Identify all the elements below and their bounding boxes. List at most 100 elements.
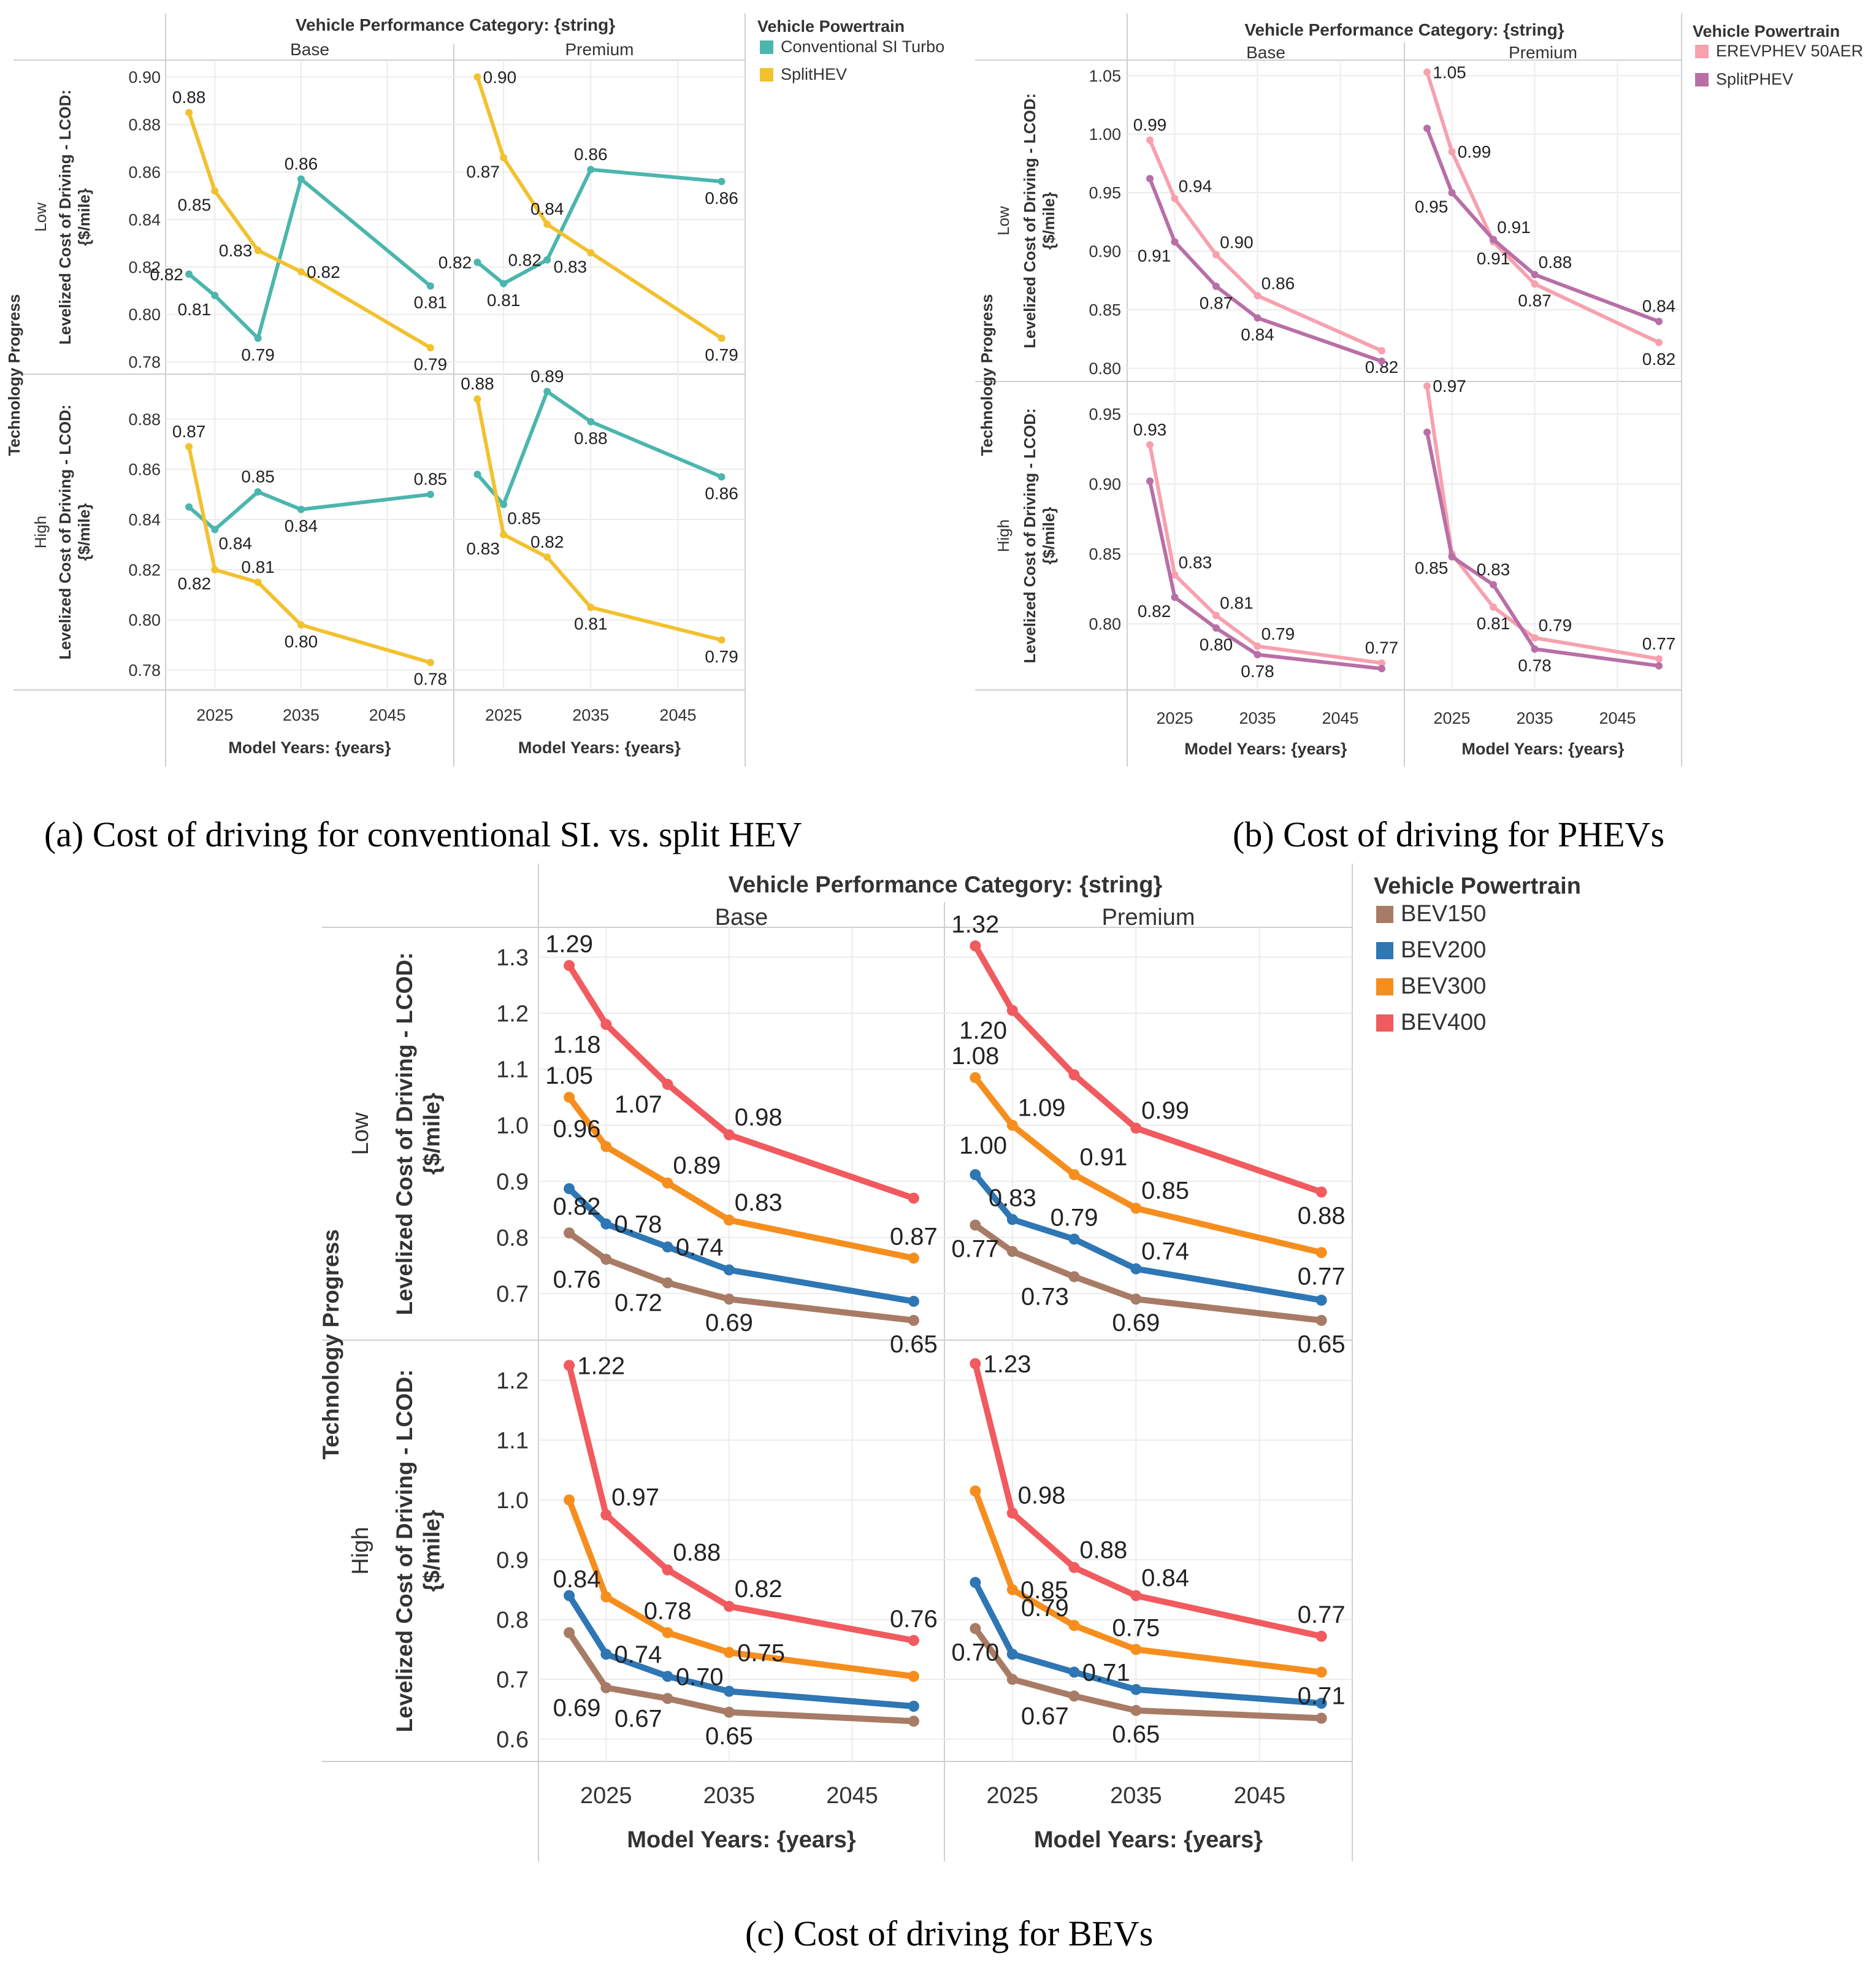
column-name-base: Base <box>715 905 768 930</box>
data-point-bev300 <box>1068 1169 1080 1181</box>
data-label: 0.85 <box>414 470 448 489</box>
data-label: 0.79 <box>705 647 738 666</box>
data-label: 0.91 <box>1497 218 1531 237</box>
data-point-bev200 <box>600 1649 612 1660</box>
y-axis-title: Levelized Cost of Driving - LCOD:{$/mile… <box>56 90 93 345</box>
data-point-splithev <box>718 636 726 644</box>
data-point-splithev <box>587 604 595 611</box>
legend-item: Conventional SI Turbo <box>781 37 944 56</box>
data-point-erevphev-50aer <box>1490 603 1497 611</box>
data-point-conventional-si-turbo <box>297 505 305 513</box>
data-point-bev200 <box>662 1241 673 1253</box>
y-tick-label: 0.80 <box>1089 615 1121 634</box>
data-label: 0.88 <box>172 88 206 107</box>
x-tick-label: 2045 <box>1234 1783 1286 1809</box>
data-label: 0.82 <box>530 532 564 551</box>
data-point-bev150 <box>908 1314 919 1326</box>
column-name-premium: Premium <box>1101 905 1195 930</box>
legend-swatch <box>760 68 773 82</box>
data-label: 0.70 <box>676 1663 724 1690</box>
data-point-splitphev <box>1655 662 1663 670</box>
data-point-erevphev-50aer <box>1146 441 1154 449</box>
y-tick-label: 0.6 <box>496 1727 529 1753</box>
y-tick-label: 1.00 <box>1089 125 1121 144</box>
legend: Vehicle Powertrain EREVPHEV 50AER SplitPHE… <box>1693 22 1863 88</box>
column-name-premium: Premium <box>565 40 634 59</box>
data-label: 0.87 <box>1200 293 1233 312</box>
data-point-bev150 <box>970 1623 981 1634</box>
data-point-bev300 <box>1315 1247 1327 1259</box>
data-point-bev300 <box>1006 1584 1018 1595</box>
data-point-bev200 <box>1130 1684 1142 1695</box>
data-point-erevphev-50aer <box>1171 194 1179 202</box>
caption-a: (a) Cost of driving for conventional SI.… <box>44 814 802 854</box>
data-point-splithev <box>473 395 481 403</box>
y-tick-label: 1.0 <box>496 1113 529 1139</box>
data-point-splitphev <box>1212 624 1220 632</box>
y-tick-label: 0.95 <box>1089 184 1121 202</box>
data-point-bev300 <box>908 1252 919 1264</box>
data-point-bev300 <box>1068 1620 1080 1631</box>
data-point-splithev <box>543 553 551 561</box>
data-point-bev150 <box>1130 1293 1142 1305</box>
data-label: 0.88 <box>1079 1536 1127 1563</box>
data-label: 0.82 <box>307 262 340 282</box>
data-point-erevphev-50aer <box>1378 347 1385 354</box>
y-tick-label: 1.3 <box>496 945 529 971</box>
data-point-bev400 <box>1130 1590 1142 1601</box>
data-point-conventional-si-turbo <box>297 175 305 183</box>
data-label: 0.91 <box>1138 247 1171 266</box>
legend-item: SplitPHEV <box>1716 70 1793 88</box>
data-point-splithev <box>297 621 305 629</box>
y-axis-title: Levelized Cost of Driving - LCOD:{$/mile… <box>1020 408 1058 663</box>
data-label: 0.84 <box>1141 1565 1189 1592</box>
data-label: 0.74 <box>1141 1238 1189 1265</box>
row-name-high: High <box>348 1527 373 1574</box>
y-tick-label: 0.8 <box>496 1608 529 1633</box>
data-point-splitphev <box>1655 318 1663 326</box>
data-point-erevphev-50aer <box>1254 642 1262 650</box>
caption-b: (b) Cost of driving for PHEVs <box>1233 814 1664 854</box>
data-point-erevphev-50aer <box>1212 611 1220 619</box>
data-point-bev400 <box>1068 1562 1080 1573</box>
data-point-bev400 <box>1006 1005 1018 1016</box>
data-point-bev150 <box>600 1682 612 1693</box>
data-point-bev150 <box>1006 1246 1018 1257</box>
data-point-conventional-si-turbo <box>587 166 595 174</box>
data-label: 0.75 <box>1112 1614 1160 1641</box>
data-label: 0.77 <box>1642 634 1676 653</box>
column-name-premium: Premium <box>1509 43 1577 62</box>
x-tick-label: 2045 <box>1599 709 1636 727</box>
panel-high-base: 0.93 0.83 0.81 0.79 0.77 0.82 0.80 0.78 <box>1127 381 1404 690</box>
data-point-splitphev <box>1490 236 1497 243</box>
legend-item: BEV300 <box>1401 973 1486 999</box>
column-name-base: Base <box>1246 43 1285 62</box>
data-point-splithev <box>426 659 434 667</box>
data-point-bev300 <box>970 1072 981 1084</box>
legend-swatch <box>1376 1014 1393 1032</box>
data-label: 1.08 <box>951 1043 999 1070</box>
data-label: 0.65 <box>890 1331 938 1358</box>
row-header: Technology Progress <box>978 294 996 456</box>
data-label: 0.83 <box>735 1189 783 1216</box>
data-point-splithev <box>185 443 193 451</box>
data-label: 0.85 <box>1415 558 1449 577</box>
y-tick-label: 0.8 <box>496 1225 529 1251</box>
data-point-splithev <box>211 565 219 573</box>
data-label: 0.86 <box>705 188 738 207</box>
data-label: 0.65 <box>1298 1331 1346 1358</box>
data-label: 0.82 <box>178 574 212 593</box>
data-label: 0.82 <box>1138 602 1171 621</box>
data-label: 0.85 <box>178 196 212 215</box>
data-point-erevphev-50aer <box>1254 292 1262 300</box>
data-label: 0.84 <box>553 1566 601 1593</box>
data-point-bev400 <box>662 1564 673 1576</box>
legend-swatch <box>1376 978 1393 995</box>
legend-item: BEV150 <box>1401 901 1486 927</box>
data-point-conventional-si-turbo <box>254 334 262 342</box>
data-point-conventional-si-turbo <box>500 280 508 288</box>
row-header: Technology Progress <box>5 294 23 456</box>
data-point-erevphev-50aer <box>1212 251 1220 259</box>
x-axis-title: Model Years: {years} <box>1034 1827 1263 1853</box>
